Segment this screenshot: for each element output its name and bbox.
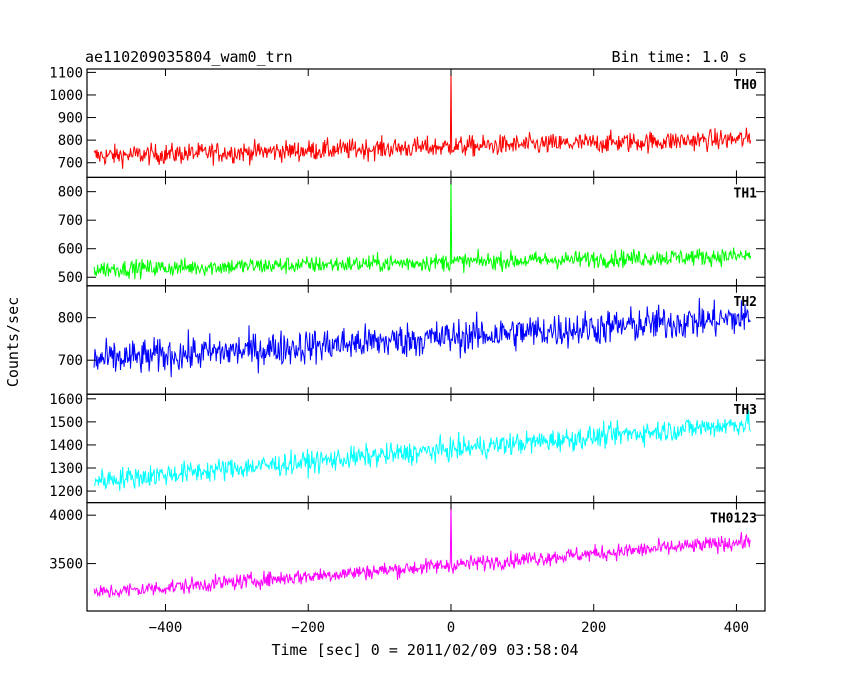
panel-frame (86, 502, 766, 612)
y-tick-label: 1500 (49, 415, 83, 431)
y-tick-label: 1000 (49, 88, 83, 104)
x-tick-label: 400 (724, 620, 749, 636)
series-line-th2 (93, 297, 751, 378)
y-axis-title: Counts/sec (4, 297, 22, 387)
panel-th0: 700 800 900 1000 1100 TH0 (49, 65, 766, 179)
y-tick-label: 700 (58, 156, 83, 172)
x-tick-label: 200 (581, 620, 606, 636)
panel-label: TH2 (734, 295, 757, 310)
x-axis-title: Time [sec] 0 = 2011/02/09 03:58:04 (271, 641, 578, 659)
y-tick-label: 1400 (49, 438, 83, 454)
panel-frame (86, 68, 766, 179)
panel-th3: 1200 1300 1400 1500 1600 TH3 (49, 392, 766, 504)
y-tick-label: 800 (58, 185, 83, 201)
panel-label: TH0123 (710, 512, 757, 527)
y-tick-label: 700 (58, 353, 83, 369)
y-tick-label: 800 (58, 311, 83, 327)
x-tick-label: −400 (149, 620, 183, 636)
panel-label: TH0 (734, 78, 758, 93)
panels-group: 700 800 900 1000 1100 TH0 500 600 700 800 TH1 700 80… (49, 65, 766, 612)
x-tick-label: −200 (291, 620, 325, 636)
panel-th1: 500 600 700 800 TH1 (58, 176, 766, 287)
panel-th2: 700 800 TH2 (58, 285, 766, 395)
series-line-th0123 (93, 502, 752, 598)
panel-label: TH1 (734, 186, 758, 201)
panel-label: TH3 (734, 403, 757, 418)
y-tick-label: 1300 (49, 461, 83, 477)
y-tick-label: 1100 (49, 65, 83, 81)
bin-time-label: Bin time: 1.0 s (612, 48, 747, 66)
y-tick-label: 3500 (49, 557, 83, 573)
x-tick-label: 0 (447, 620, 455, 636)
series-line-th1 (93, 177, 752, 280)
y-tick-label: 500 (58, 270, 83, 286)
y-tick-label: 900 (58, 111, 83, 127)
figure-title: ae110209035804_wam0_trn (85, 48, 293, 66)
y-tick-label: 1200 (49, 484, 83, 500)
y-tick-label: 600 (58, 242, 83, 258)
panel-th0123: 3500 4000 TH0123 (49, 502, 766, 612)
series-line-th0 (93, 69, 752, 169)
y-tick-label: 800 (58, 133, 83, 149)
y-tick-label: 1600 (49, 392, 83, 408)
series-line-th3 (93, 410, 752, 491)
x-axis: −400 −200 0 200 400 (149, 620, 749, 636)
y-tick-label: 4000 (49, 508, 83, 524)
y-tick-label: 700 (58, 213, 83, 229)
